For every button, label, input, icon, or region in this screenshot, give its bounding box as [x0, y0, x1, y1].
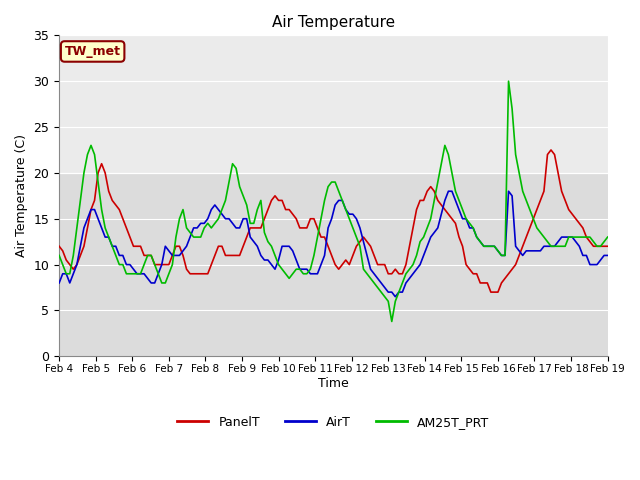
PanelT — [381, 262, 388, 267]
AM25T_PRT — [282, 271, 289, 276]
PanelT — [501, 276, 509, 281]
Legend: PanelT, AirT, AM25T_PRT: PanelT, AirT, AM25T_PRT — [172, 411, 495, 434]
AirT — [604, 252, 611, 258]
AM25T_PRT — [260, 229, 268, 235]
AirT — [282, 243, 289, 249]
AM25T_PRT — [388, 319, 396, 324]
PanelT — [547, 147, 555, 153]
PanelT — [193, 271, 201, 276]
Bar — [59, 36, 607, 173]
PanelT — [604, 243, 611, 249]
AirT — [260, 257, 268, 263]
AM25T_PRT — [505, 78, 513, 84]
PanelT — [282, 207, 289, 213]
PanelT — [260, 216, 268, 222]
AirT — [445, 188, 452, 194]
PanelT — [487, 289, 495, 295]
AM25T_PRT — [193, 234, 201, 240]
AM25T_PRT — [438, 161, 445, 167]
X-axis label: Time: Time — [318, 377, 349, 390]
AirT — [55, 280, 63, 286]
AirT — [438, 211, 445, 217]
Line: AM25T_PRT: AM25T_PRT — [59, 81, 607, 322]
AirT — [193, 225, 201, 231]
AirT — [392, 294, 399, 300]
AirT — [505, 188, 513, 194]
Line: AirT: AirT — [59, 191, 607, 297]
Line: PanelT: PanelT — [59, 150, 607, 292]
PanelT — [434, 198, 442, 204]
Text: TW_met: TW_met — [65, 45, 120, 58]
AM25T_PRT — [604, 234, 611, 240]
AM25T_PRT — [55, 252, 63, 258]
Title: Air Temperature: Air Temperature — [272, 15, 395, 30]
PanelT — [55, 243, 63, 249]
AM25T_PRT — [381, 294, 388, 300]
Y-axis label: Air Temperature (C): Air Temperature (C) — [15, 134, 28, 257]
AirT — [381, 285, 388, 290]
AM25T_PRT — [501, 252, 509, 258]
